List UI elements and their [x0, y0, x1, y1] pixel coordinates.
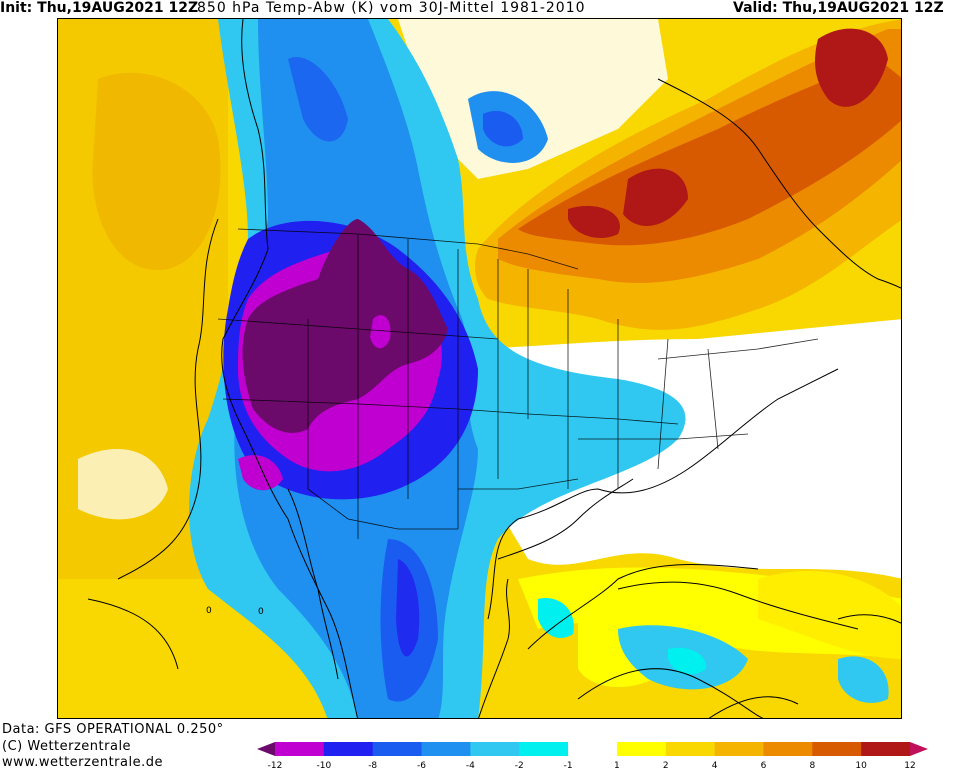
legend-swatch	[519, 742, 569, 756]
legend-swatch	[812, 742, 862, 756]
legend-tick-label: -1	[564, 761, 573, 770]
valid-time-label: Valid: Thu,19AUG2021 12Z	[733, 0, 944, 16]
contour-label: 0	[206, 606, 212, 616]
legend-swatch	[372, 742, 423, 756]
anomaly-map: 0 0	[57, 18, 902, 719]
copyright-label: (C) Wetterzentrale	[2, 739, 132, 754]
color-legend: -12 -10 -8 -6 -4 -2 -1 1 2 4 6 8 10 12	[257, 742, 928, 770]
website-label: www.wetterzentrale.de	[2, 755, 163, 770]
init-time-label: Init: Thu,19AUG2021 12Z	[0, 0, 199, 16]
legend-arrow-low	[257, 742, 275, 756]
borders	[217, 228, 819, 539]
legend-tick-label: 2	[663, 761, 669, 770]
legend-tick-label: -2	[515, 761, 524, 770]
legend-tick-label: -8	[368, 761, 377, 770]
legend-swatch	[861, 742, 911, 756]
legend-tick-label: 8	[809, 761, 815, 770]
legend-swatch	[714, 742, 764, 756]
legend-swatch	[275, 742, 325, 756]
legend-tick-label: 4	[712, 761, 718, 770]
coastlines	[221, 19, 901, 718]
legend-tick-label: 6	[761, 761, 767, 770]
legend-arrow-high	[910, 742, 928, 756]
data-source-label: Data: GFS OPERATIONAL 0.250°	[2, 722, 224, 737]
legend-swatch	[665, 742, 716, 756]
legend-swatch	[763, 742, 813, 756]
map-header: Init: Thu,19AUG2021 12Z 850 hPa Temp-Abw…	[0, 0, 956, 18]
legend-tick-label: 1	[614, 761, 620, 770]
cold-anomaly-core	[242, 219, 448, 433]
legend-tick-label: -4	[466, 761, 475, 770]
zero-contours	[87, 218, 901, 718]
legend-swatch	[616, 742, 667, 756]
legend-swatch	[568, 742, 618, 756]
legend-swatch	[323, 742, 374, 756]
legend-swatch	[421, 742, 471, 756]
map-title: 850 hPa Temp-Abw (K) vom 30J-Mittel 1981…	[197, 0, 586, 16]
legend-tick-label: -12	[268, 761, 283, 770]
legend-swatch	[470, 742, 520, 756]
legend-tick-label: -10	[316, 761, 331, 770]
legend-tick-label: -6	[417, 761, 426, 770]
legend-tick-label: 12	[904, 761, 915, 770]
contour-label: 0	[258, 607, 264, 617]
legend-tick-label: 10	[855, 761, 867, 770]
